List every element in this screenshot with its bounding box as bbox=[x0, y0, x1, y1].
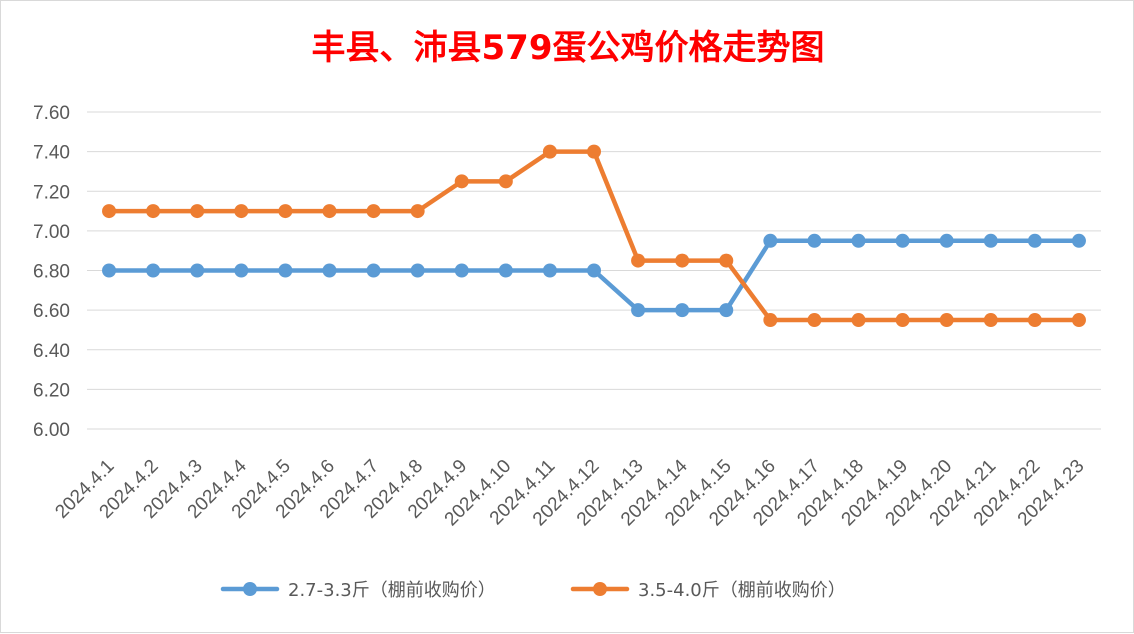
chart-title: 丰县、沛县579蛋公鸡价格走势图 bbox=[312, 28, 825, 68]
legend-swatch-marker bbox=[243, 582, 257, 596]
y-tick-label: 7.40 bbox=[33, 143, 70, 164]
data-point bbox=[454, 174, 469, 189]
data-point bbox=[675, 303, 690, 318]
data-point bbox=[983, 233, 998, 248]
y-tick-label: 6.80 bbox=[33, 262, 70, 283]
data-point bbox=[587, 144, 601, 159]
data-point bbox=[454, 263, 469, 278]
data-point bbox=[278, 263, 293, 278]
data-point bbox=[895, 313, 910, 328]
data-point bbox=[675, 253, 690, 268]
legend: 2.7-3.3斤（棚前收购价） 3.5-4.0斤（棚前收购价） bbox=[220, 580, 846, 601]
data-point bbox=[763, 313, 778, 328]
data-point bbox=[631, 253, 646, 268]
data-point bbox=[410, 204, 425, 219]
data-point bbox=[102, 263, 117, 278]
legend-item: 3.5-4.0斤（棚前收购价） bbox=[570, 580, 846, 601]
data-point bbox=[587, 263, 601, 278]
data-point bbox=[719, 253, 734, 268]
series-layer bbox=[102, 144, 1086, 328]
y-tick-label: 6.20 bbox=[33, 380, 70, 401]
data-point bbox=[102, 204, 117, 219]
data-point bbox=[542, 144, 557, 159]
y-tick-label: 7.00 bbox=[33, 222, 70, 243]
data-point bbox=[498, 263, 513, 278]
data-point bbox=[851, 313, 866, 328]
y-tick-label: 6.60 bbox=[33, 301, 70, 322]
data-point bbox=[366, 204, 381, 219]
y-axis-ticks: 6.00 6.20 6.40 6.60 6.80 7.00 7.20 7.40 7.60 bbox=[33, 103, 70, 441]
data-point bbox=[542, 263, 557, 278]
series-2 bbox=[102, 144, 1086, 328]
data-point bbox=[322, 204, 337, 219]
data-point bbox=[807, 233, 822, 248]
data-point bbox=[234, 263, 249, 278]
data-point bbox=[807, 313, 822, 328]
y-tick-label: 6.40 bbox=[33, 341, 70, 362]
data-point bbox=[631, 303, 646, 318]
data-point bbox=[190, 263, 205, 278]
data-point bbox=[1071, 233, 1086, 248]
legend-label: 3.5-4.0斤（棚前收购价） bbox=[638, 580, 846, 601]
x-axis-ticks: 2024.4.12024.4.22024.4.32024.4.42024.4.5… bbox=[51, 455, 1088, 530]
data-point bbox=[146, 263, 161, 278]
data-point bbox=[1071, 313, 1086, 328]
series-1 bbox=[102, 233, 1086, 318]
data-point bbox=[498, 174, 513, 189]
data-point bbox=[366, 263, 381, 278]
data-point bbox=[1027, 313, 1042, 328]
data-point bbox=[763, 233, 778, 248]
y-tick-label: 7.20 bbox=[33, 182, 70, 203]
data-point bbox=[190, 204, 205, 219]
data-point bbox=[895, 233, 910, 248]
data-point bbox=[851, 233, 866, 248]
legend-label: 2.7-3.3斤（棚前收购价） bbox=[288, 580, 496, 601]
data-point bbox=[983, 313, 998, 328]
data-point bbox=[146, 204, 161, 219]
data-point bbox=[719, 303, 734, 318]
data-point bbox=[278, 204, 293, 219]
legend-item: 2.7-3.3斤（棚前收购价） bbox=[220, 580, 496, 601]
series-line bbox=[106, 149, 1082, 323]
legend-swatch-marker bbox=[593, 582, 607, 596]
data-point bbox=[939, 313, 954, 328]
data-point bbox=[1027, 233, 1042, 248]
y-tick-label: 6.00 bbox=[33, 420, 70, 441]
data-point bbox=[939, 233, 954, 248]
y-tick-label: 7.60 bbox=[33, 103, 70, 124]
data-point bbox=[234, 204, 249, 219]
data-point bbox=[410, 263, 425, 278]
data-point bbox=[322, 263, 337, 278]
